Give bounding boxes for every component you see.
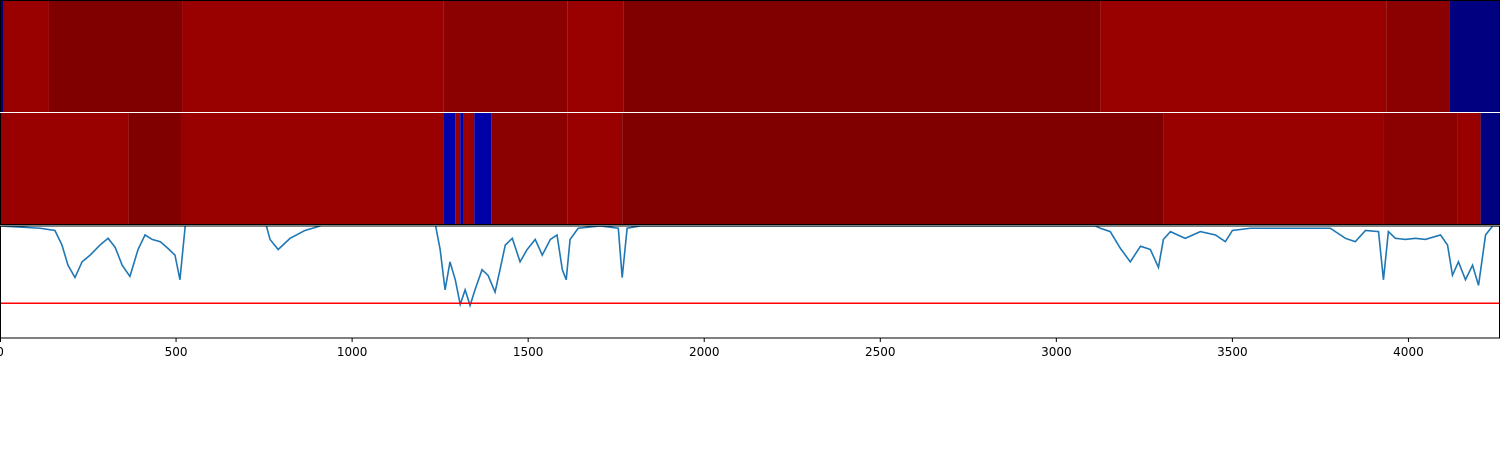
- strip-cell: [1163, 113, 1384, 225]
- strip-cell: [180, 113, 444, 225]
- x-tick-label: 2000: [689, 345, 720, 359]
- strip-cell: [1383, 113, 1458, 225]
- strip-cell: [622, 113, 1164, 225]
- x-tick-label: 4000: [1393, 345, 1424, 359]
- strip-cell: [474, 113, 492, 225]
- x-tick-label: 3500: [1217, 345, 1248, 359]
- x-tick-label: 1500: [513, 345, 544, 359]
- strip-cell: [1457, 113, 1481, 225]
- strip-cell: [460, 113, 464, 225]
- line: [0, 226, 1500, 309]
- strip-cell: [455, 113, 461, 225]
- strip-cell: [463, 113, 475, 225]
- strip-cell: [3, 1, 49, 112]
- strip-cell: [1100, 1, 1387, 112]
- strip-cell: [623, 1, 1101, 112]
- x-tick-label: 3000: [1041, 345, 1072, 359]
- strip-cell: [443, 113, 456, 225]
- x-tick-label: 500: [165, 345, 188, 359]
- strip-cell: [128, 113, 181, 225]
- plot-area: [0, 226, 1500, 338]
- strip-cell: [491, 113, 568, 225]
- strip-cell: [567, 113, 623, 225]
- strip-cell: [443, 1, 568, 112]
- strip-cell: [0, 113, 129, 225]
- strip-cell: [1449, 1, 1500, 112]
- strip-cell: [567, 1, 624, 112]
- strip-cell: [1386, 1, 1450, 112]
- strip-cell: [182, 1, 444, 112]
- line-group: [0, 226, 1500, 309]
- strip-cell: [0, 1, 4, 112]
- strip-cell: [1480, 113, 1500, 225]
- x-tick-label: 2500: [865, 345, 896, 359]
- x-tick-label: 1000: [337, 345, 368, 359]
- x-tick-label: 0: [0, 345, 4, 359]
- strip-cell: [48, 1, 183, 112]
